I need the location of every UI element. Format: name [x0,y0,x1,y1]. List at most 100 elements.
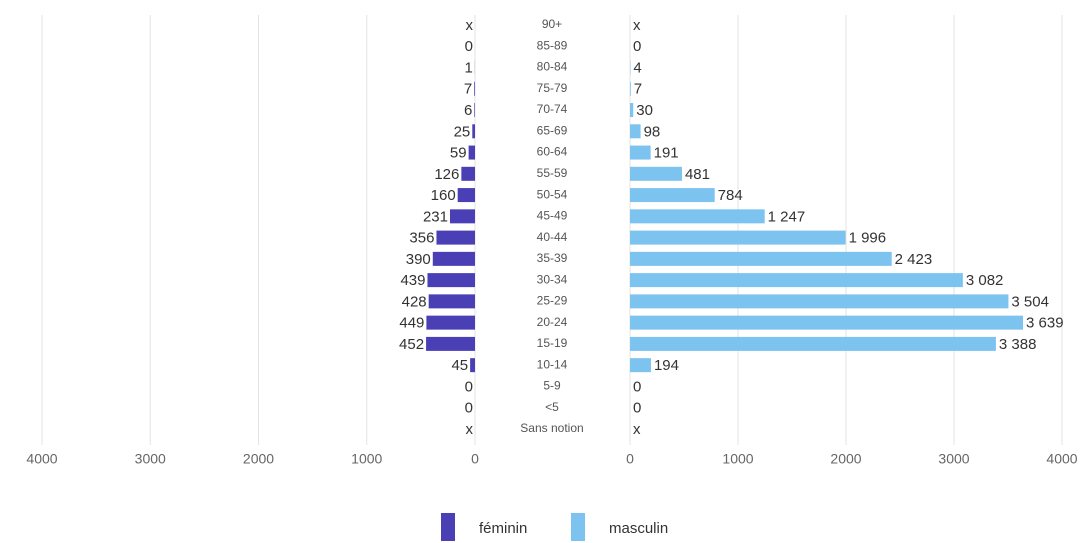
category-label: <5 [545,400,559,414]
x-tick-label: 1000 [351,451,382,467]
value-label: x [633,421,641,438]
bar [474,81,475,96]
bar [630,230,846,245]
category-label: 35-39 [537,251,568,265]
bar [436,230,475,245]
value-label: 3 388 [999,336,1037,353]
bar [630,188,715,203]
value-label: 390 [406,251,431,268]
value-label: 0 [465,378,473,395]
value-label: 481 [685,166,710,183]
value-label: 126 [434,166,459,183]
legend-label: féminin [479,520,527,537]
category-label: 80-84 [537,60,568,74]
x-tick-label: 1000 [722,451,753,467]
value-label: 25 [454,123,471,140]
x-tick-label: 2000 [243,451,274,467]
category-label: 15-19 [537,336,568,350]
bar [426,336,475,351]
value-label: 0 [633,38,641,55]
value-label: 1 996 [849,230,887,247]
x-tick-label: 3000 [135,451,166,467]
bar [630,251,892,266]
bar [474,103,475,118]
value-label: x [633,17,641,34]
category-label: 10-14 [537,357,568,371]
category-label: 85-89 [537,38,568,52]
value-label: 3 504 [1011,293,1049,310]
value-label: 6 [464,102,472,119]
bar [630,103,634,118]
bar [461,166,475,181]
value-label: 428 [402,293,427,310]
bar [630,336,996,351]
bar [630,81,631,96]
value-label: 98 [644,123,661,140]
value-label: 59 [450,145,467,162]
value-label: x [466,17,474,34]
category-label: 60-64 [537,145,568,159]
value-label: 191 [654,145,679,162]
category-label: 70-74 [537,102,568,116]
value-label: 30 [636,102,653,119]
value-label: x [466,421,474,438]
category-label: 65-69 [537,123,568,137]
value-label: 0 [465,400,473,417]
bar [428,294,475,309]
bar [432,251,475,266]
x-tick-label: 0 [471,451,479,467]
value-label: 160 [431,187,456,204]
legend-swatch [571,513,585,541]
category-label: 50-54 [537,187,568,201]
x-tick-label: 4000 [26,451,57,467]
bar [470,358,475,373]
value-label: 0 [633,400,641,417]
value-label: 45 [451,357,468,374]
bar [427,273,475,288]
value-label: 194 [654,357,679,374]
bar [426,315,475,330]
x-tick-label: 0 [626,451,634,467]
bar [630,315,1024,330]
bar [630,273,963,288]
value-label: 2 423 [895,251,933,268]
bar [630,358,651,373]
value-label: 1 247 [768,208,806,225]
legend-label: masculin [609,520,668,537]
value-label: 0 [633,378,641,395]
value-label: 3 082 [966,272,1004,289]
category-label: 25-29 [537,294,568,308]
category-label: 90+ [542,17,562,31]
value-label: 4 [633,59,641,76]
category-label: Sans notion [520,421,583,435]
category-label: 30-34 [537,272,568,286]
value-label: 784 [718,187,743,204]
value-label: 7 [634,81,642,98]
bar [630,166,682,181]
value-label: 356 [409,230,434,247]
category-label: 55-59 [537,166,568,180]
x-tick-label: 2000 [830,451,861,467]
legend-swatch [441,513,455,541]
bar [630,294,1009,309]
bar [457,188,475,203]
category-label: 20-24 [537,315,568,329]
category-label: 40-44 [537,230,568,244]
value-label: 0 [465,38,473,55]
value-label: 231 [423,208,448,225]
x-tick-label: 4000 [1046,451,1077,467]
value-label: 1 [465,59,473,76]
value-label: 449 [399,315,424,332]
category-label: 45-49 [537,209,568,223]
value-label: 7 [464,81,472,98]
bar [630,145,651,160]
value-label: 439 [400,272,425,289]
value-label: 3 639 [1026,315,1064,332]
x-tick-label: 3000 [938,451,969,467]
value-label: 452 [399,336,424,353]
bar [472,124,475,139]
bar [468,145,475,160]
bar [630,124,641,139]
category-label: 5-9 [543,379,561,393]
